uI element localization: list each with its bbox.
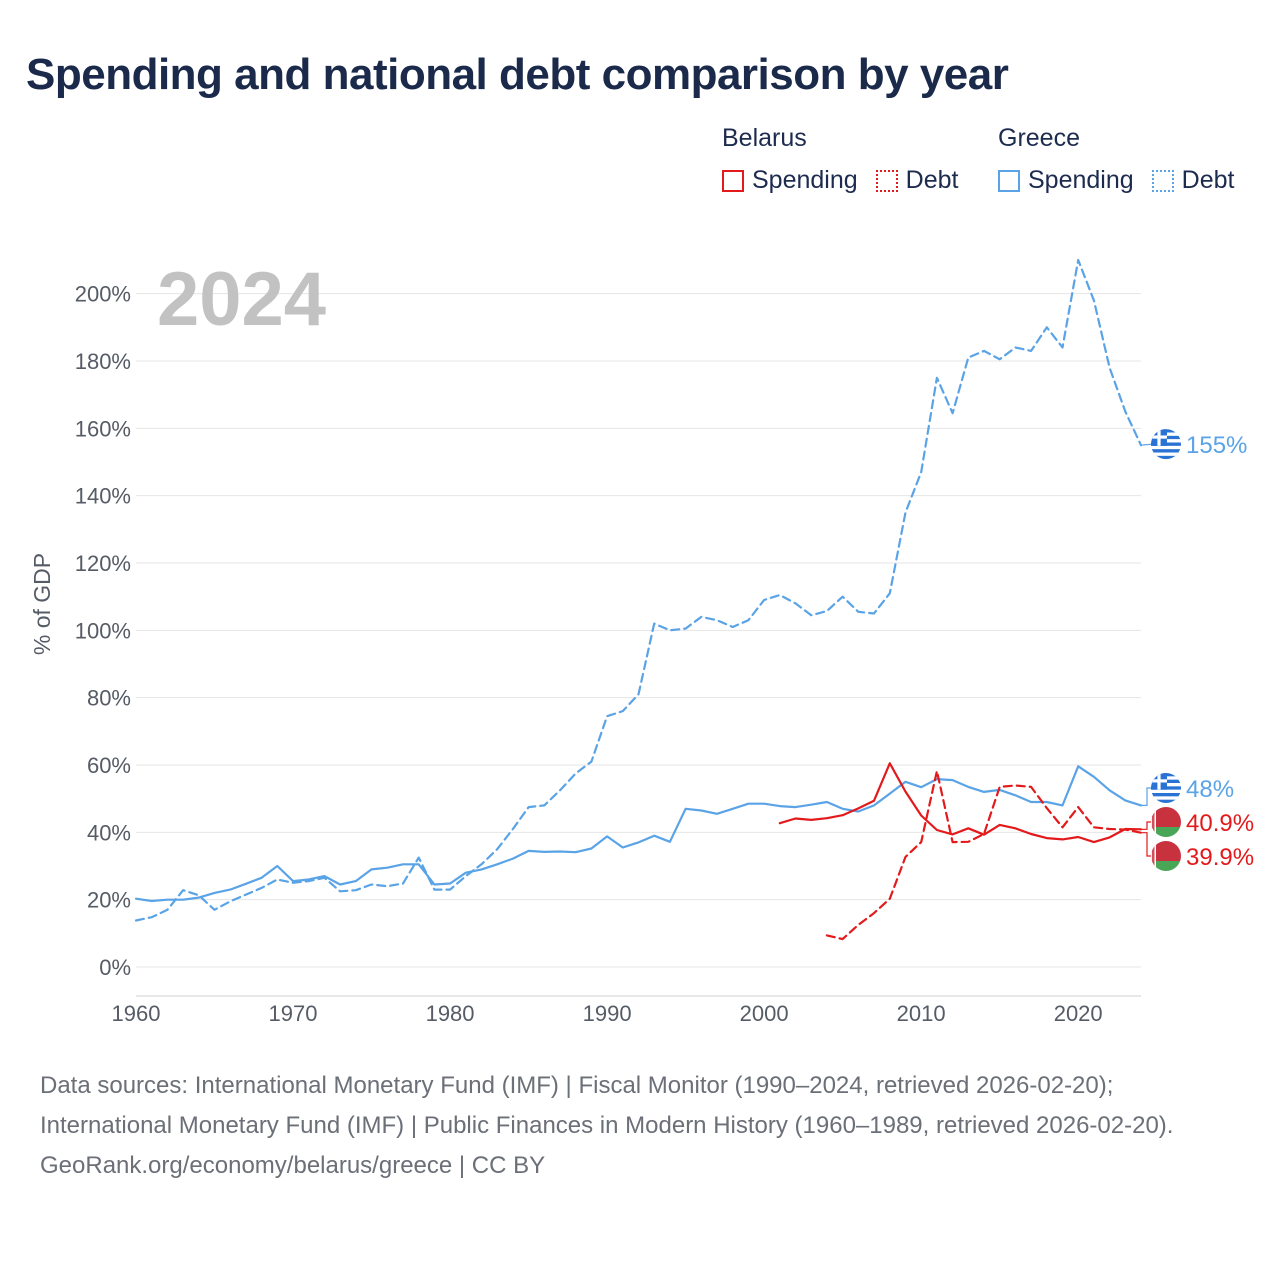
legend-label: Spending xyxy=(1028,166,1134,194)
legend-country-belarus: Belarus xyxy=(722,124,807,152)
x-tick-label: 1990 xyxy=(583,1001,632,1026)
y-tick-label: 180% xyxy=(75,349,131,374)
series-line-belarus-debt[interactable] xyxy=(825,769,1143,941)
x-tick-label: 1980 xyxy=(426,1001,475,1026)
y-axis-title: % of GDP xyxy=(29,553,55,655)
y-tick-label: 0% xyxy=(99,955,131,980)
end-label-connector xyxy=(1141,821,1152,830)
data-sources-text: Data sources: International Monetary Fun… xyxy=(40,1072,1174,1139)
chart-title: Spending and national debt comparison by… xyxy=(26,50,1009,99)
y-tick-label: 120% xyxy=(75,551,131,576)
x-tick-label: 1970 xyxy=(269,1001,318,1026)
y-axis: 0% 20% 40% 60% 80% 100% 120% 140% 160% 180% 200% xyxy=(75,282,131,980)
end-label-connector xyxy=(1141,787,1152,807)
line-chart: 2024 % of GDP 0% 20% 40% 60% 80% 100% 120% 140%… xyxy=(29,257,1254,1026)
grid-lines xyxy=(136,293,1141,997)
greece-flag-icon xyxy=(1151,773,1181,803)
series-line-belarus-spending[interactable] xyxy=(778,762,1143,844)
legend-label: Debt xyxy=(1181,166,1235,194)
y-tick-label: 20% xyxy=(87,888,131,913)
y-tick-label: 160% xyxy=(75,416,131,441)
series-line-greece-debt[interactable] xyxy=(134,258,1143,922)
footer: Data sources: International Monetary Fun… xyxy=(40,1066,1240,1186)
legend-swatch-dotted-icon xyxy=(875,169,898,192)
x-tick-label: 2000 xyxy=(740,1001,789,1026)
greece-flag-icon xyxy=(1151,429,1181,460)
legend-swatch-dotted-icon xyxy=(1151,169,1174,192)
legend-item-greece-spending[interactable]: Spending xyxy=(998,166,1134,195)
legend-label: Spending xyxy=(752,166,858,194)
legend-label: Debt xyxy=(905,166,959,194)
x-tick-label: 1960 xyxy=(112,1001,161,1026)
belarus-flag-icon xyxy=(1151,807,1181,837)
y-tick-label: 80% xyxy=(87,686,131,711)
end-label-connector xyxy=(1140,443,1153,446)
y-tick-label: 40% xyxy=(87,820,131,845)
end-label-connector xyxy=(1141,832,1152,857)
x-tick-label: 2010 xyxy=(897,1001,946,1026)
legend-item-belarus-debt[interactable]: Debt xyxy=(875,166,959,195)
series-lines xyxy=(134,258,1143,941)
legend-group-belarus: Belarus Spending Debt xyxy=(722,124,976,195)
y-tick-label: 60% xyxy=(87,753,131,778)
y-tick-label: 100% xyxy=(75,618,131,643)
y-tick-label: 140% xyxy=(75,484,131,509)
legend-swatch-solid-icon xyxy=(722,169,744,192)
x-tick-label: 2020 xyxy=(1054,1001,1103,1026)
belarus-flag-icon xyxy=(1151,841,1181,871)
legend-country-greece: Greece xyxy=(998,124,1080,152)
legend-item-greece-debt[interactable]: Debt xyxy=(1151,166,1235,195)
year-label: 2024 xyxy=(157,257,326,342)
end-label-belarus-debt: 39.9% xyxy=(1186,844,1254,871)
end-labels: 155% 48% 40.9% 39.9% xyxy=(1140,429,1254,871)
series-line-greece-spending[interactable] xyxy=(134,765,1143,903)
legend-swatch-solid-icon xyxy=(998,169,1020,192)
credit-link[interactable]: GeoRank.org/economy/belarus/greece | CC … xyxy=(40,1152,546,1179)
end-label-greece-debt: 155% xyxy=(1186,432,1247,459)
legend-group-greece: Greece Spending Debt xyxy=(998,124,1234,195)
end-label-greece-spending: 48% xyxy=(1186,776,1234,803)
end-label-belarus-spending: 40.9% xyxy=(1186,810,1254,837)
y-tick-label: 200% xyxy=(75,282,131,307)
x-axis: 1960 1970 1980 1990 2000 2010 2020 xyxy=(112,1001,1103,1026)
legend-item-belarus-spending[interactable]: Spending xyxy=(722,166,858,195)
